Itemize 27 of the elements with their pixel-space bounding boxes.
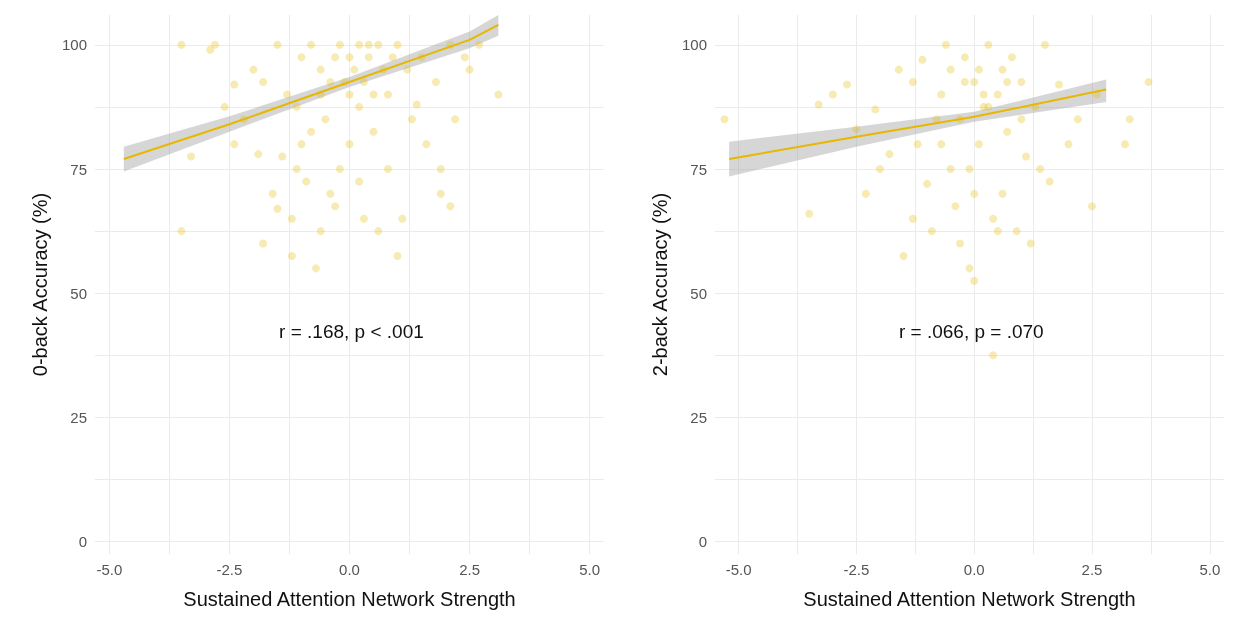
y-axis-title: 2-back Accuracy (%) (649, 192, 671, 377)
x-tick-label: -2.5 (216, 561, 243, 578)
y-tick-label: 0 (78, 533, 87, 551)
y-axis-title: 0-back Accuracy (%) (29, 192, 51, 377)
x-tick-label: -5.0 (96, 561, 123, 578)
y-tick-label: 100 (61, 36, 87, 54)
x-tick-label: 2.5 (1081, 561, 1103, 578)
y-tick-label: 50 (690, 284, 707, 302)
x-tick-label: 0.0 (963, 561, 985, 578)
line-series (728, 88, 1108, 161)
y-tick-label: 75 (690, 160, 707, 178)
y-tick-label: 50 (70, 284, 87, 302)
x-axis-title: Sustained Attention Network Strength (183, 588, 516, 610)
x-tick-label: 0.0 (339, 561, 360, 578)
x-tick-label: 5.0 (1199, 561, 1221, 578)
y-tick-label: 25 (690, 408, 707, 426)
annotation: r = .066, p = .070 (898, 321, 1044, 343)
x-tick-label: 5.0 (579, 561, 601, 578)
x-tick-label: -5.0 (725, 561, 752, 578)
x-tick-label: -2.5 (843, 561, 870, 578)
y-tick-label: 75 (70, 160, 87, 178)
annotation: r = .168, p < .001 (279, 321, 424, 343)
x-axis-title: Sustained Attention Network Strength (803, 588, 1136, 610)
x-tick-label: 2.5 (459, 561, 480, 578)
y-tick-label: 0 (698, 533, 707, 551)
y-tick-label: 100 (681, 36, 707, 54)
y-tick-label: 25 (70, 408, 87, 426)
